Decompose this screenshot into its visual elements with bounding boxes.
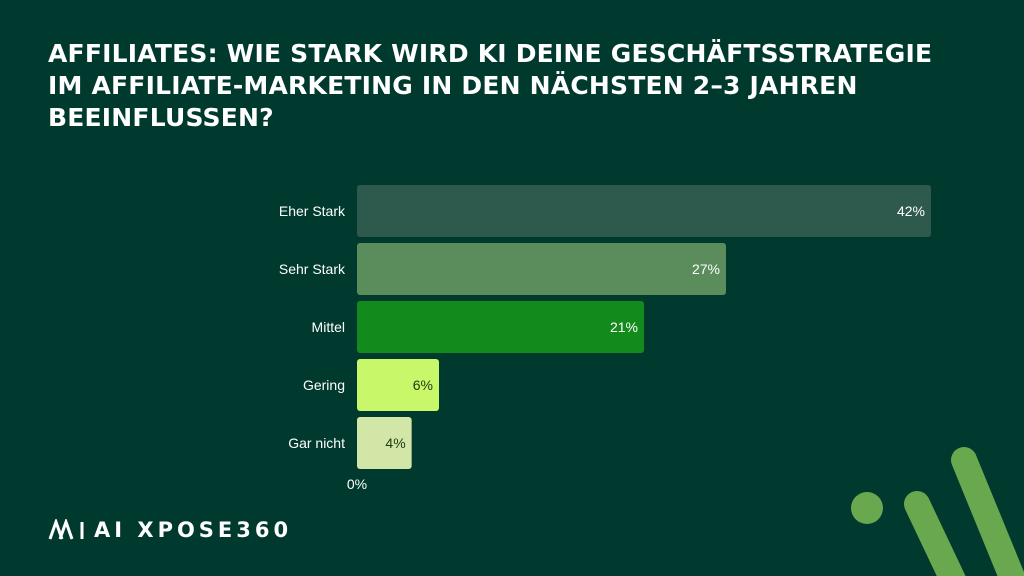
- brand-logo-mark-icon: [48, 519, 84, 540]
- title-line-2: IM AFFILIATE-MARKETING IN DEN NÄCHSTEN 2…: [48, 71, 858, 100]
- value-label: 21%: [610, 319, 638, 335]
- category-label: Gering: [303, 377, 345, 393]
- category-label: Eher Stark: [279, 203, 346, 219]
- brand-name: AI XPOSE360: [94, 518, 293, 542]
- category-label: Gar nicht: [288, 435, 345, 451]
- bar-sehr-stark: [357, 243, 726, 295]
- bar-gar-nicht: [357, 417, 412, 469]
- chart-title: AFFILIATES: WIE STARK WIRD KI DEINE GESC…: [48, 38, 948, 134]
- decorative-bars-icon: [851, 447, 1024, 576]
- bar-eher-stark: [357, 185, 931, 237]
- value-label: 42%: [897, 203, 925, 219]
- brand-logo: AI XPOSE360: [48, 516, 292, 544]
- title-line-3: BEEINFLUSSEN?: [48, 103, 274, 132]
- bar-mittel: [357, 301, 644, 353]
- category-label: Mittel: [312, 319, 345, 335]
- value-label: 6%: [413, 377, 433, 393]
- title-line-1: AFFILIATES: WIE STARK WIRD KI DEINE GESC…: [48, 39, 933, 68]
- x-axis-tick-label: 0%: [347, 476, 367, 492]
- value-label: 4%: [385, 435, 405, 451]
- value-label: 27%: [692, 261, 720, 277]
- bar-gering: [357, 359, 439, 411]
- category-label: Sehr Stark: [279, 261, 346, 277]
